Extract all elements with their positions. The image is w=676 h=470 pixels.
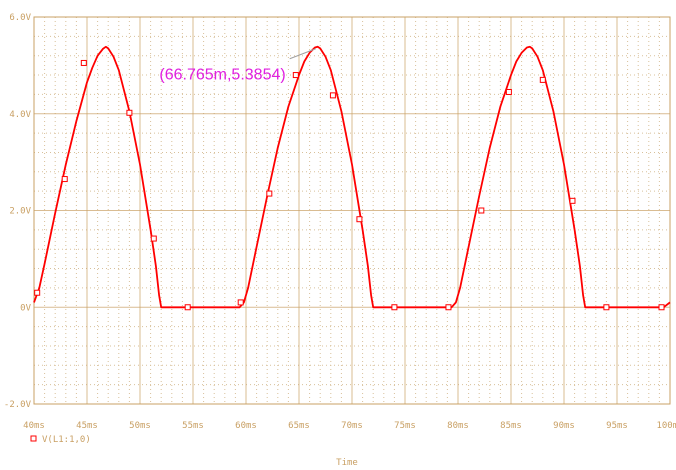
- x-tick-label: 100ms: [656, 421, 676, 431]
- x-axis-label: Time: [336, 458, 358, 468]
- y-tick-label: 0V: [20, 303, 31, 313]
- trace-marker: [237, 299, 244, 306]
- x-tick-label: 55ms: [182, 421, 204, 431]
- y-tick-label: -2.0V: [4, 400, 32, 410]
- x-tick-label: 60ms: [235, 421, 257, 431]
- trace-marker: [126, 109, 133, 116]
- trace-marker: [80, 59, 87, 66]
- y-tick-label: 2.0V: [9, 207, 31, 217]
- trace-marker: [292, 72, 299, 79]
- cursor-readout-label: (66.765m,5.3854): [159, 67, 285, 84]
- trace-marker: [505, 88, 512, 95]
- annotation-layer: (66.765m,5.3854): [159, 48, 316, 84]
- legend[interactable]: V(L1:1,0): [30, 435, 91, 445]
- y-tick-label: 6.0V: [9, 13, 31, 23]
- trace-marker: [603, 304, 610, 311]
- trace-marker: [478, 207, 485, 214]
- x-tick-label: 95ms: [606, 421, 628, 431]
- x-tick-label: 65ms: [288, 421, 310, 431]
- trace-marker: [266, 190, 273, 197]
- trace-marker: [391, 304, 398, 311]
- x-tick-label: 45ms: [76, 421, 98, 431]
- trace-marker: [184, 304, 191, 311]
- trace-layer: [33, 45, 671, 311]
- tick-labels: 40ms 45ms 50ms 55ms 60ms 65ms 70ms 75ms 80ms 85ms…: [4, 13, 676, 431]
- trace-line: [33, 45, 671, 309]
- y-tick-label: 4.0V: [9, 110, 31, 120]
- trace-marker: [61, 176, 68, 183]
- annotation-leader-line: [289, 48, 316, 60]
- trace-marker: [34, 289, 41, 296]
- trace-marker: [356, 216, 363, 223]
- trace-marker: [329, 92, 336, 99]
- plot-frame: [33, 16, 671, 405]
- x-tick-label: 50ms: [129, 421, 151, 431]
- legend-label: V(L1:1,0): [42, 435, 91, 445]
- trace-marker: [445, 304, 452, 311]
- trace-marker: [658, 304, 665, 311]
- grid: [33, 16, 671, 405]
- x-tick-label: 80ms: [447, 421, 469, 431]
- plot-border: [33, 16, 671, 405]
- x-tick-label: 70ms: [341, 421, 363, 431]
- x-tick-label: 75ms: [394, 421, 416, 431]
- trace-marker: [569, 197, 576, 204]
- x-tick-label: 40ms: [23, 421, 45, 431]
- legend-marker-icon: [30, 435, 37, 442]
- x-tick-label: 85ms: [500, 421, 522, 431]
- trace-marker: [539, 76, 546, 83]
- trace-marker: [150, 235, 157, 242]
- x-tick-label: 90ms: [553, 421, 575, 431]
